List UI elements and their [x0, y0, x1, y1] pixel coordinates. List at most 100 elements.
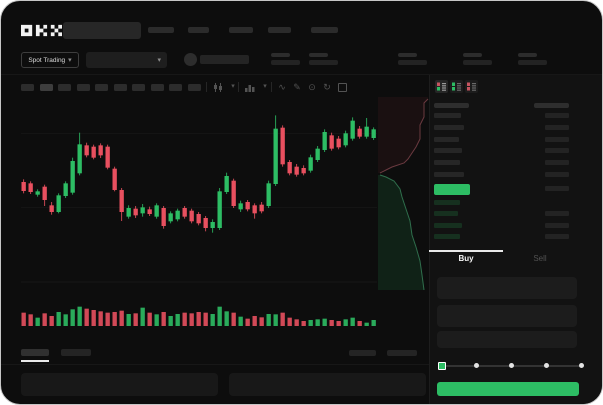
- timeframe-button-6[interactable]: [113, 84, 127, 91]
- slider-handle[interactable]: [438, 362, 446, 370]
- timeframe-button-1[interactable]: [21, 84, 34, 91]
- nav-item-4[interactable]: [268, 27, 291, 33]
- okx-logo[interactable]: [21, 23, 62, 38]
- toolbar-separator: [271, 82, 272, 92]
- bid-row-price[interactable]: [434, 211, 458, 216]
- toolbar-separator: [238, 82, 239, 92]
- fullscreen-icon[interactable]: [336, 81, 348, 95]
- indicators-icon[interactable]: [245, 83, 255, 92]
- stat-value: [271, 60, 300, 65]
- market-mode-label: Spot Trading: [28, 56, 66, 64]
- ask-row-amount[interactable]: [545, 172, 569, 177]
- bottom-action-2[interactable]: [387, 350, 417, 356]
- ask-row-amount[interactable]: [545, 125, 569, 130]
- timeframe-button-5[interactable]: [95, 84, 108, 91]
- timeframe-button-2[interactable]: [39, 84, 53, 91]
- line-tool-icon[interactable]: ∿: [278, 82, 286, 92]
- refresh-icon[interactable]: ↻: [323, 82, 331, 92]
- chart-type-icon[interactable]: [213, 83, 223, 92]
- bottom-tab-active[interactable]: [21, 349, 49, 356]
- trade-tabbar: Buy Sell: [429, 250, 602, 270]
- amount-field[interactable]: [437, 305, 577, 327]
- toolbar-separator: [206, 82, 207, 92]
- last-price-amount[interactable]: [545, 186, 569, 191]
- stat-label: [398, 53, 417, 57]
- bottom-action-1[interactable]: [349, 350, 376, 356]
- timeframe-button-4[interactable]: [76, 84, 90, 91]
- ask-row-price[interactable]: [434, 172, 464, 177]
- slider-stop-2[interactable]: [508, 363, 514, 368]
- chevron-down-icon: ▾: [68, 56, 72, 64]
- nav-item-1[interactable]: [148, 27, 174, 33]
- nav-item-5[interactable]: [311, 27, 338, 33]
- bid-row-amount[interactable]: [545, 234, 569, 239]
- book-asks-icon[interactable]: [465, 80, 478, 93]
- pair-name-placeholder: [200, 55, 249, 64]
- slider-stop-1[interactable]: [473, 363, 479, 368]
- ask-row-price[interactable]: [434, 160, 460, 165]
- draw-icon[interactable]: ✎: [293, 82, 301, 92]
- book-header-price: [434, 103, 469, 108]
- ask-row-price[interactable]: [434, 148, 462, 153]
- stat-label: [271, 53, 290, 57]
- nav-item-3[interactable]: [229, 27, 253, 33]
- book-header-amount: [534, 103, 569, 108]
- book-bids-icon[interactable]: [450, 80, 463, 93]
- chevron-down-icon: ▾: [157, 56, 161, 64]
- timeframe-button-7[interactable]: [132, 84, 145, 91]
- ask-row-amount[interactable]: [545, 148, 569, 153]
- ask-row-price[interactable]: [434, 137, 459, 142]
- active-tab-underline: [429, 250, 503, 252]
- bottom-tab-active-underline: [21, 360, 49, 362]
- ask-row-price[interactable]: [434, 125, 464, 130]
- price-field[interactable]: [437, 277, 577, 299]
- tab-buy[interactable]: Buy: [458, 254, 474, 263]
- ask-row-amount[interactable]: [545, 113, 569, 118]
- stat-label: [463, 53, 482, 57]
- buy-submit-button[interactable]: [437, 382, 579, 396]
- slider-stop-3[interactable]: [543, 363, 549, 368]
- candlestick-chart[interactable]: [21, 96, 377, 341]
- bid-row-amount[interactable]: [545, 211, 569, 216]
- nav-item-2[interactable]: [188, 27, 209, 33]
- chevron-down-icon[interactable]: ▾: [231, 83, 235, 90]
- camera-icon[interactable]: ⊙: [308, 82, 316, 92]
- stat-value: [398, 60, 427, 65]
- coin-avatar: [184, 53, 197, 66]
- timeframe-button-10[interactable]: [187, 84, 201, 91]
- slider-stop-4[interactable]: [578, 363, 584, 368]
- bottom-tab-2[interactable]: [61, 349, 91, 356]
- header-divider: [1, 74, 602, 75]
- search-input[interactable]: [63, 22, 141, 39]
- orders-table-placeholder: [21, 373, 218, 396]
- bid-row-amount[interactable]: [545, 223, 569, 228]
- chevron-down-icon[interactable]: ▾: [263, 83, 267, 90]
- ask-row-amount[interactable]: [545, 137, 569, 142]
- stat-value: [518, 60, 547, 65]
- tab-sell[interactable]: Sell: [533, 254, 547, 263]
- bid-row-price[interactable]: [434, 234, 460, 239]
- depth-chart: [378, 97, 429, 290]
- ask-row-price[interactable]: [434, 113, 461, 118]
- stat-value: [463, 60, 492, 65]
- timeframe-button-8[interactable]: [150, 84, 164, 91]
- timeframe-button-9[interactable]: [169, 84, 182, 91]
- timeframe-button-3[interactable]: [58, 84, 71, 91]
- stat-label: [518, 53, 537, 57]
- bid-row-price[interactable]: [434, 200, 460, 205]
- last-price-pill[interactable]: [434, 184, 470, 195]
- okx-logo-label: OKX: [1, 1, 2, 2]
- bottom-divider: [1, 364, 429, 365]
- ask-row-amount[interactable]: [545, 160, 569, 165]
- stat-value: [309, 60, 338, 65]
- pair-dropdown[interactable]: ▾: [86, 52, 167, 68]
- total-field[interactable]: [437, 331, 577, 348]
- history-table-placeholder: [229, 373, 426, 396]
- book-combined-icon[interactable]: [435, 80, 448, 93]
- amount-slider[interactable]: [438, 362, 584, 370]
- bid-row-price[interactable]: [434, 223, 462, 228]
- market-mode-selector[interactable]: Spot Trading ▾: [21, 52, 79, 68]
- stat-label: [309, 53, 328, 57]
